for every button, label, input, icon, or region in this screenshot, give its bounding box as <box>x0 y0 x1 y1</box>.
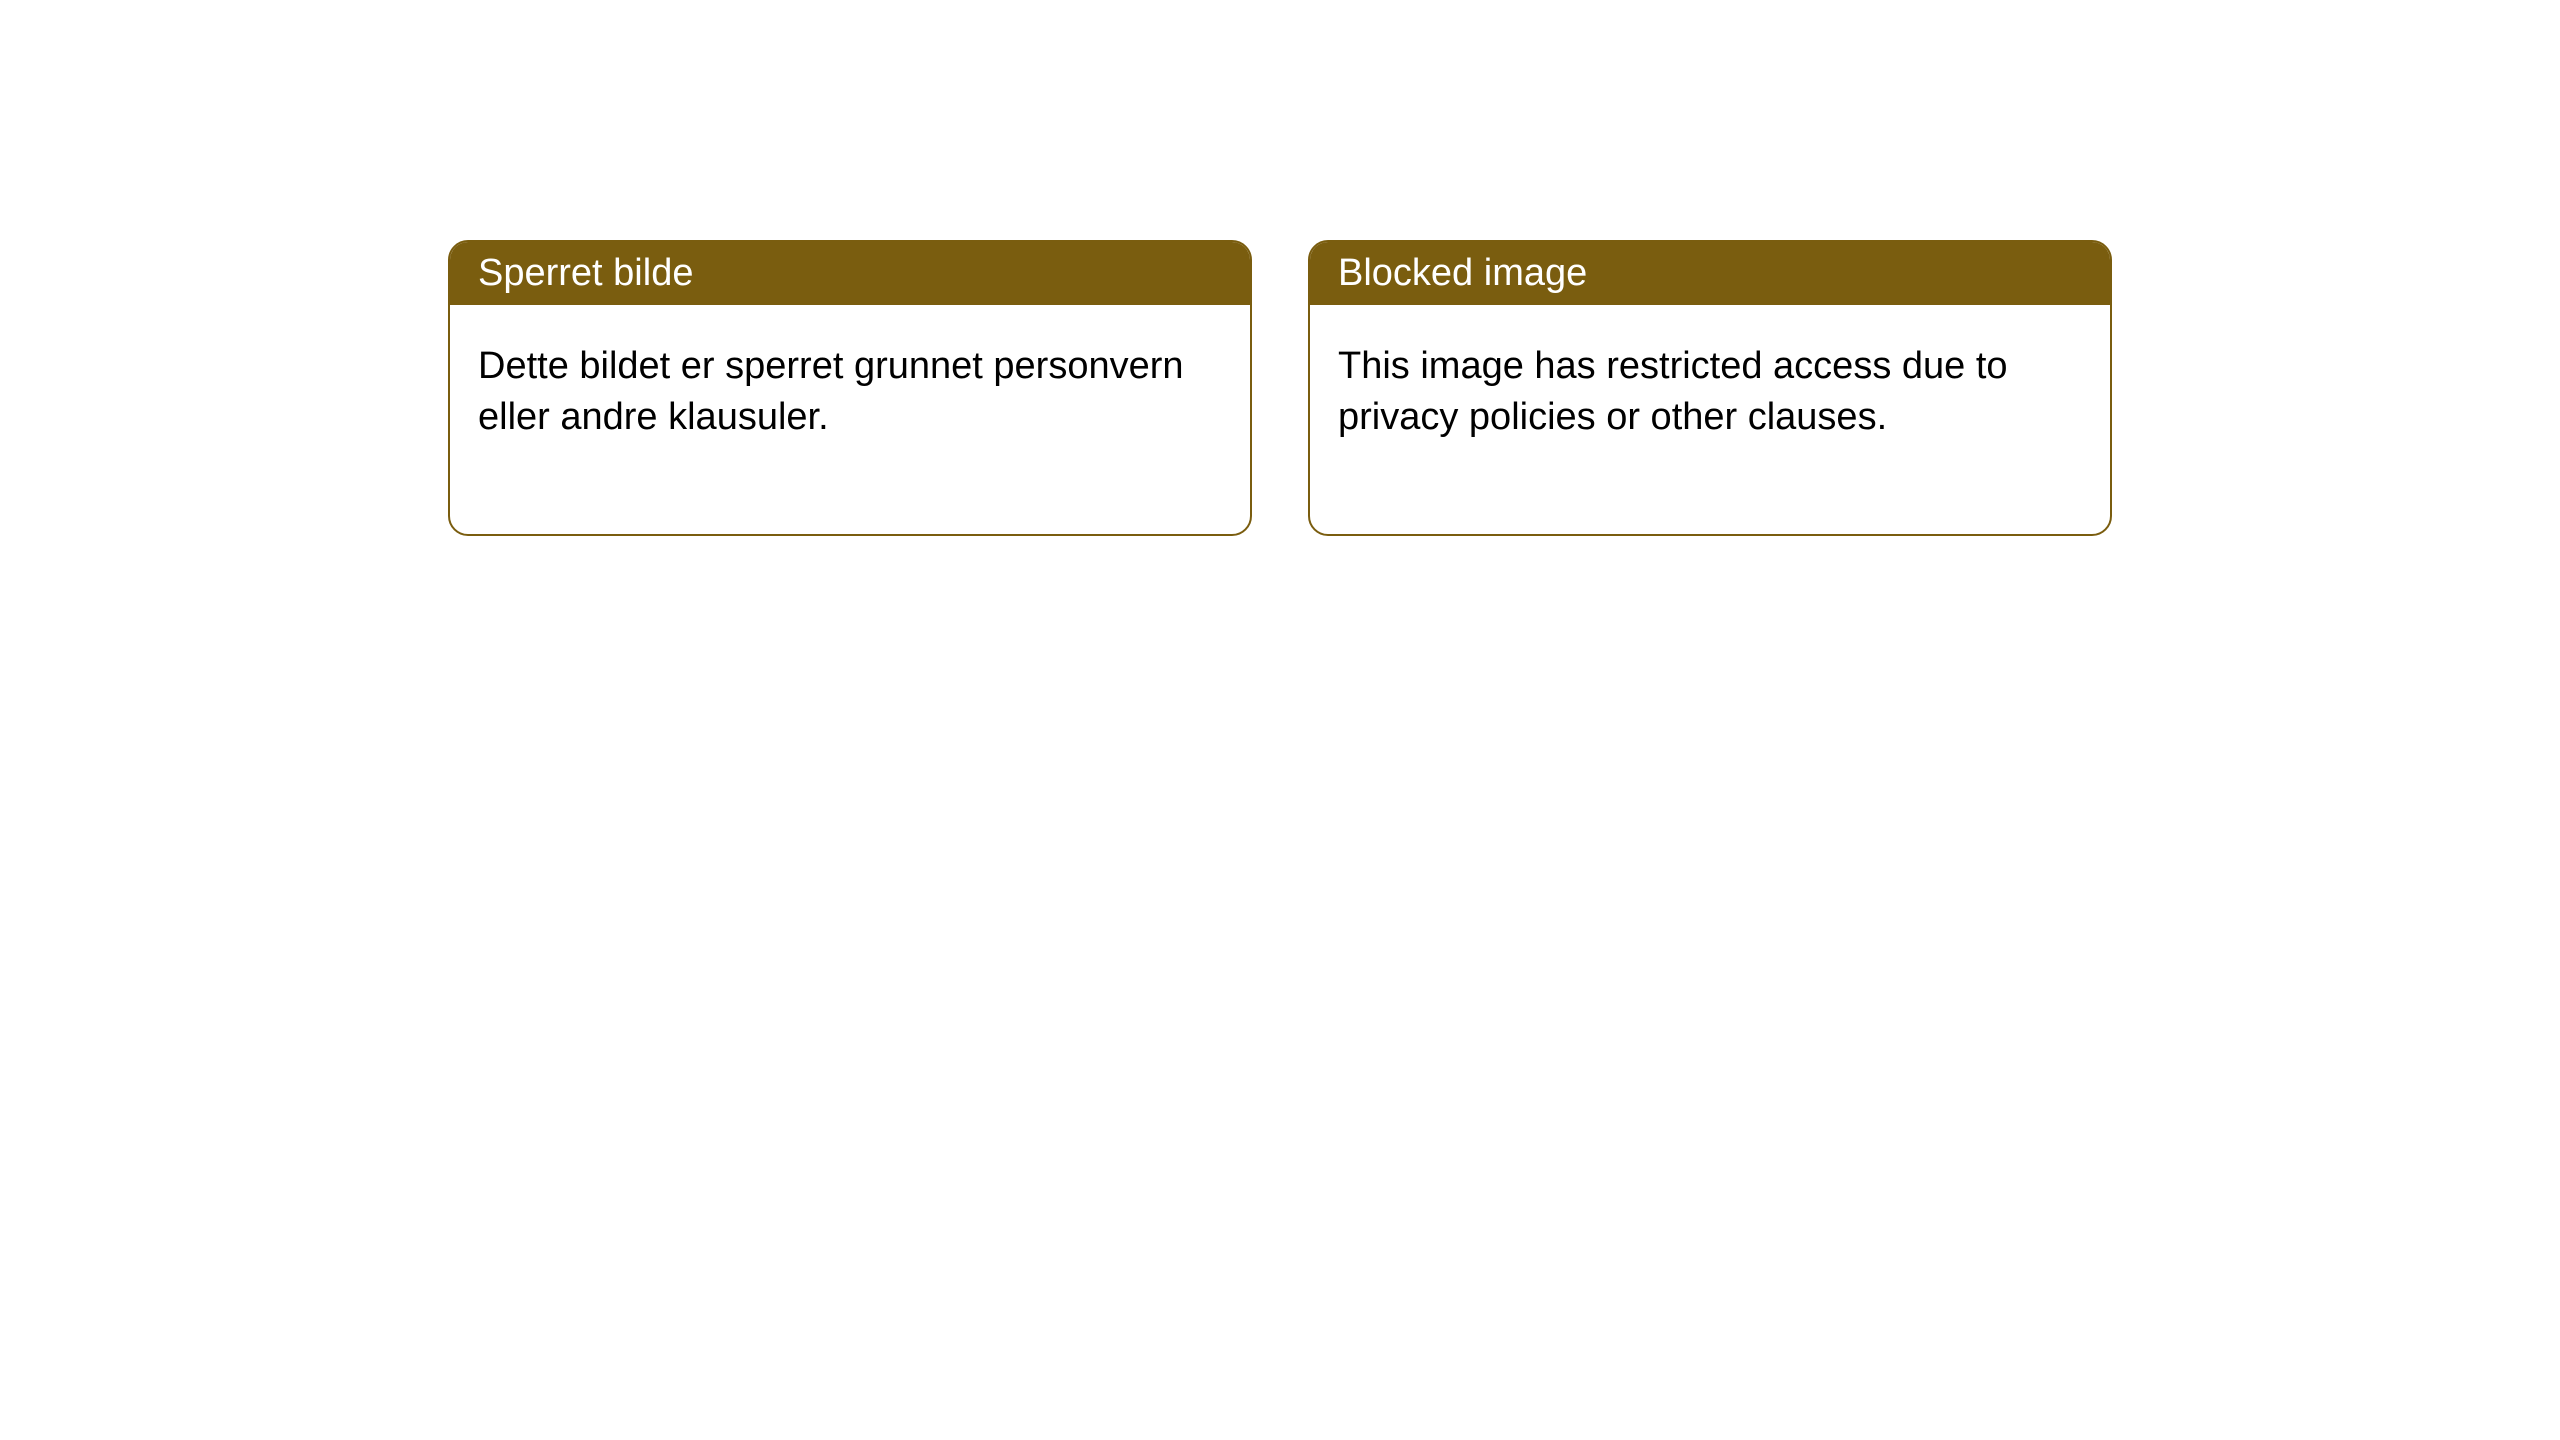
card-header: Sperret bilde <box>450 242 1250 305</box>
card-title: Sperret bilde <box>478 252 693 294</box>
card-body-text: This image has restricted access due to … <box>1338 345 2008 438</box>
card-body-text: Dette bildet er sperret grunnet personve… <box>478 345 1184 438</box>
card-body: Dette bildet er sperret grunnet personve… <box>450 305 1250 534</box>
card-header: Blocked image <box>1310 242 2110 305</box>
notice-cards-container: Sperret bilde Dette bildet er sperret gr… <box>0 0 2560 536</box>
notice-card-norwegian: Sperret bilde Dette bildet er sperret gr… <box>448 240 1252 536</box>
notice-card-english: Blocked image This image has restricted … <box>1308 240 2112 536</box>
card-body: This image has restricted access due to … <box>1310 305 2110 534</box>
card-title: Blocked image <box>1338 252 1587 294</box>
